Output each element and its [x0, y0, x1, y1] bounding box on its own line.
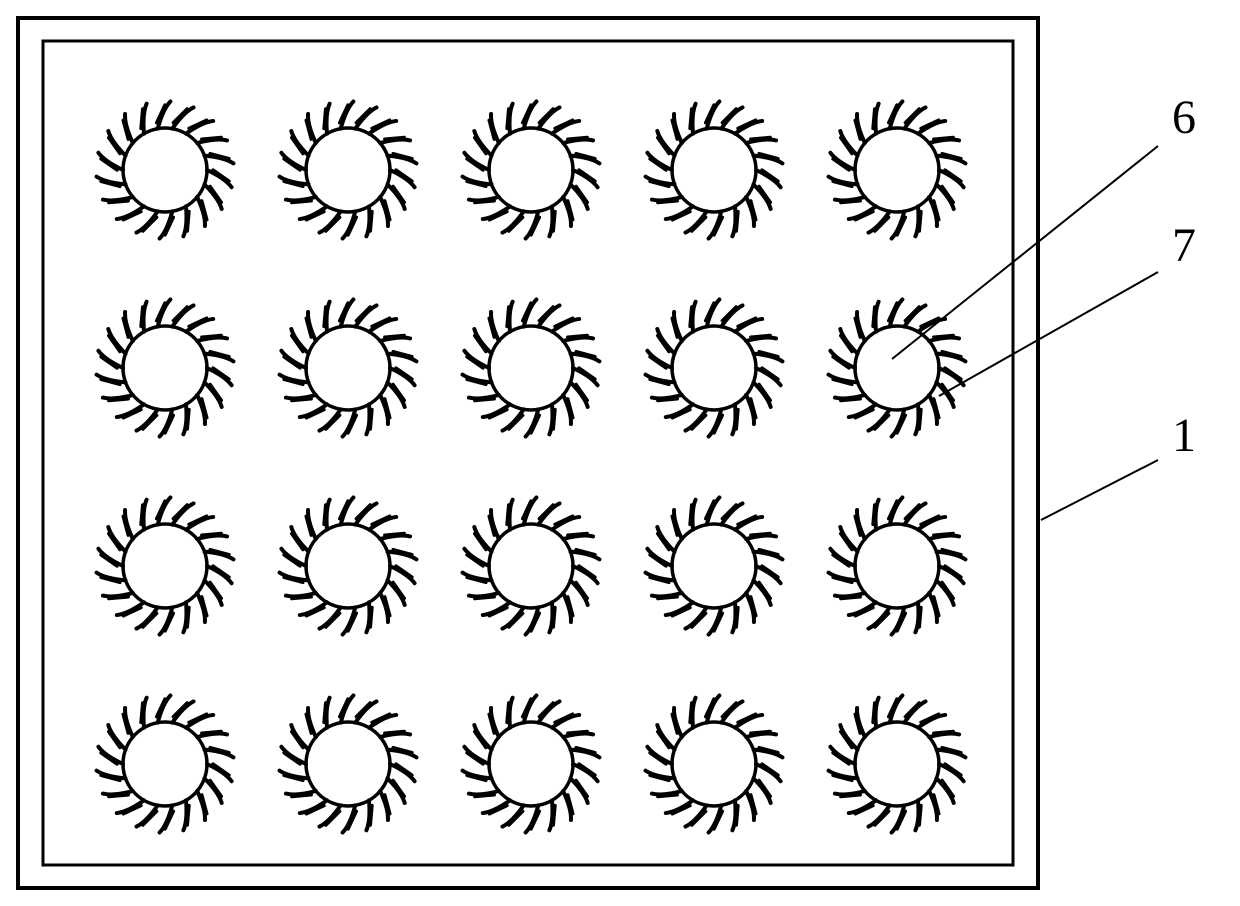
diagram-svg: [0, 0, 1240, 906]
callout-label-1: 1: [1172, 408, 1196, 463]
diagram-stage: 6 7 1: [0, 0, 1240, 906]
callout-label-7: 7: [1172, 218, 1196, 273]
callout-label-6: 6: [1172, 90, 1196, 145]
